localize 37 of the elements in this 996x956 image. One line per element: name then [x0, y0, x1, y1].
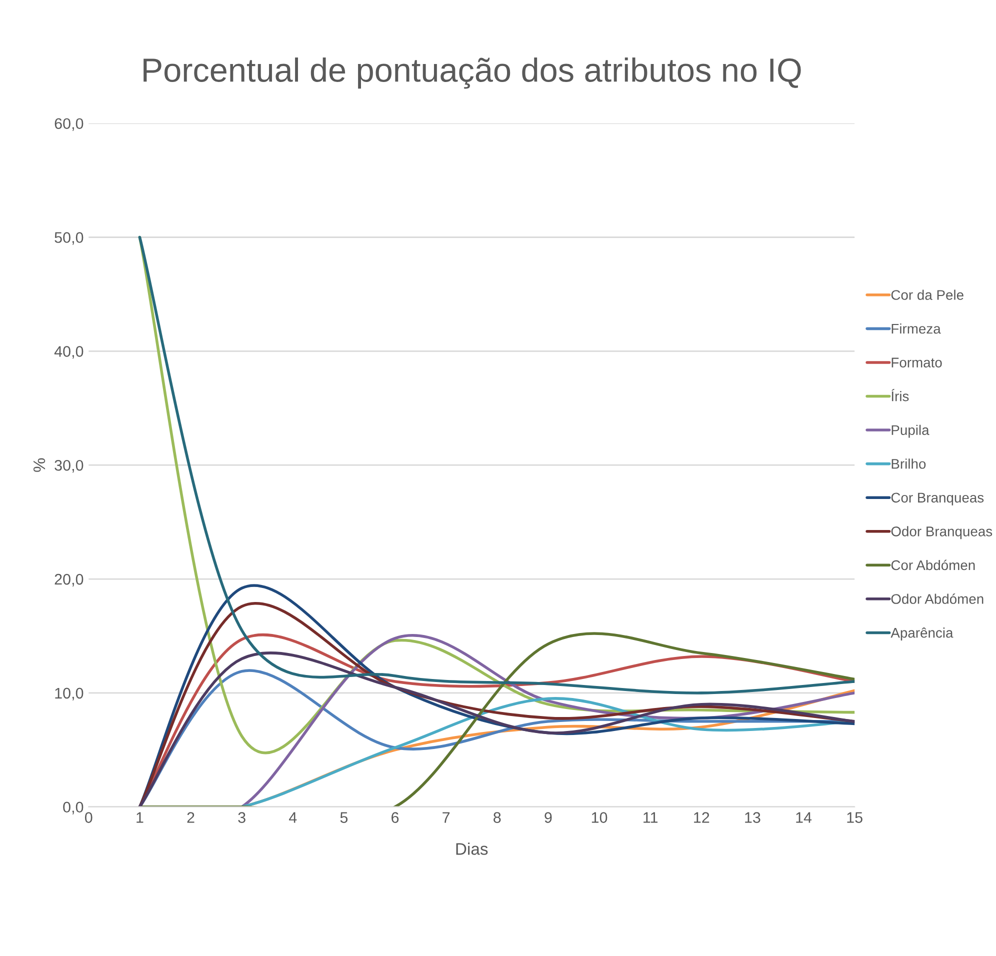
legend-label: Formato — [892, 358, 942, 368]
legend-label: Firmeza — [892, 323, 941, 334]
x-tick-label: 3 — [238, 812, 246, 823]
x-tick-label: 13 — [745, 812, 760, 823]
legend-label: Odor Abdómen — [891, 594, 984, 604]
legend-label: Cor Branqueas — [891, 492, 984, 506]
legend-label: Pupila — [892, 424, 930, 438]
x-tick-label: 12 — [694, 812, 710, 823]
legend-label: Cor da Pele — [891, 290, 964, 300]
x-tick-label: 8 — [494, 812, 501, 823]
legend-label: Odor Branqueas — [891, 526, 992, 540]
y-tick-label: 60,0 — [54, 118, 84, 131]
legend-label: Aparência — [890, 628, 954, 640]
y-tick-label: 30,0 — [54, 460, 84, 473]
legend-label: Cor Abdómen — [891, 560, 975, 570]
x-tick-label: 1 — [136, 812, 144, 823]
x-tick-label: 0 — [84, 812, 92, 823]
x-tick-label: 15 — [847, 812, 862, 823]
x-tick-label: 11 — [644, 812, 658, 823]
chart-title: Porcentual de pontuação dos atributos no IQ — [144, 58, 801, 89]
x-tick-label: 9 — [544, 812, 552, 823]
y-tick-label: 40,0 — [54, 346, 84, 359]
x-tick-label: 14 — [796, 812, 812, 823]
y-tick-label: 50,0 — [54, 232, 84, 245]
y-tick-label: 0,0 — [63, 802, 84, 814]
x-tick-label: 2 — [187, 812, 194, 823]
y-axis-title: % — [33, 458, 46, 472]
x-axis-title: Dias — [456, 842, 488, 855]
legend-label: Brilho — [892, 458, 926, 469]
legend-label: Íris — [892, 389, 909, 402]
x-tick-label: 10 — [592, 812, 608, 823]
y-tick-label: 10,0 — [55, 688, 84, 700]
x-tick-label: 7 — [442, 812, 450, 823]
x-tick-label: 6 — [392, 812, 399, 823]
y-tick-label: 20,0 — [54, 574, 84, 587]
x-tick-label: 5 — [340, 812, 348, 823]
x-tick-label: 4 — [288, 812, 297, 823]
